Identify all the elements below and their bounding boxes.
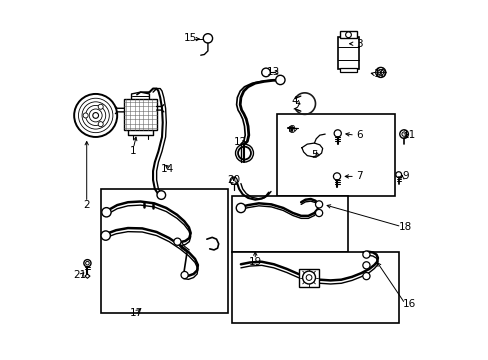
Text: 14: 14 xyxy=(161,164,174,174)
Text: 11: 11 xyxy=(402,130,415,140)
Circle shape xyxy=(395,172,401,177)
Circle shape xyxy=(362,251,369,258)
Circle shape xyxy=(157,191,165,199)
Circle shape xyxy=(305,275,311,280)
Circle shape xyxy=(235,144,253,162)
Bar xyxy=(339,68,357,72)
Circle shape xyxy=(236,203,245,213)
Circle shape xyxy=(98,122,103,127)
Bar xyxy=(101,189,228,313)
Circle shape xyxy=(261,68,270,77)
Circle shape xyxy=(93,113,99,118)
Text: 20: 20 xyxy=(227,175,240,185)
Circle shape xyxy=(85,105,105,126)
Text: 1: 1 xyxy=(130,146,136,156)
Circle shape xyxy=(238,147,250,159)
Circle shape xyxy=(377,69,383,75)
Text: 3: 3 xyxy=(355,39,362,49)
Circle shape xyxy=(375,67,385,77)
Text: 21: 21 xyxy=(73,270,86,280)
Text: 7: 7 xyxy=(355,171,362,181)
Circle shape xyxy=(230,177,237,184)
Circle shape xyxy=(315,201,322,208)
Text: 2: 2 xyxy=(83,200,90,210)
Text: 12: 12 xyxy=(234,138,247,147)
Circle shape xyxy=(203,34,212,43)
Circle shape xyxy=(181,271,188,279)
Circle shape xyxy=(333,130,341,137)
Circle shape xyxy=(174,238,181,245)
Circle shape xyxy=(362,262,369,269)
Circle shape xyxy=(315,210,322,217)
Text: 19: 19 xyxy=(248,257,262,267)
Circle shape xyxy=(78,98,113,133)
Text: 6: 6 xyxy=(355,130,362,140)
Bar xyxy=(337,37,359,69)
Circle shape xyxy=(333,173,340,180)
Text: 10: 10 xyxy=(373,69,386,79)
Bar xyxy=(231,252,398,323)
Text: 16: 16 xyxy=(402,299,415,309)
Circle shape xyxy=(399,130,407,138)
Circle shape xyxy=(89,109,102,122)
Text: 4: 4 xyxy=(291,96,297,106)
Text: 15: 15 xyxy=(183,33,197,43)
Text: 5: 5 xyxy=(310,150,317,160)
Circle shape xyxy=(82,102,109,129)
Bar xyxy=(298,269,319,287)
Circle shape xyxy=(101,231,110,240)
Text: 17: 17 xyxy=(130,308,143,318)
Bar xyxy=(339,31,357,39)
Circle shape xyxy=(102,208,111,217)
Text: 8: 8 xyxy=(287,125,294,135)
Circle shape xyxy=(401,132,406,136)
Text: 18: 18 xyxy=(398,222,412,231)
Circle shape xyxy=(83,260,91,267)
Circle shape xyxy=(85,261,89,265)
Text: 9: 9 xyxy=(402,171,408,181)
Bar xyxy=(124,99,156,130)
Bar xyxy=(276,114,394,196)
Circle shape xyxy=(74,94,117,137)
Circle shape xyxy=(83,113,88,118)
Circle shape xyxy=(362,273,369,280)
Circle shape xyxy=(345,32,351,38)
Circle shape xyxy=(275,75,285,85)
Circle shape xyxy=(98,104,103,109)
Text: 13: 13 xyxy=(266,67,279,77)
Circle shape xyxy=(302,271,315,284)
Bar xyxy=(231,196,348,252)
